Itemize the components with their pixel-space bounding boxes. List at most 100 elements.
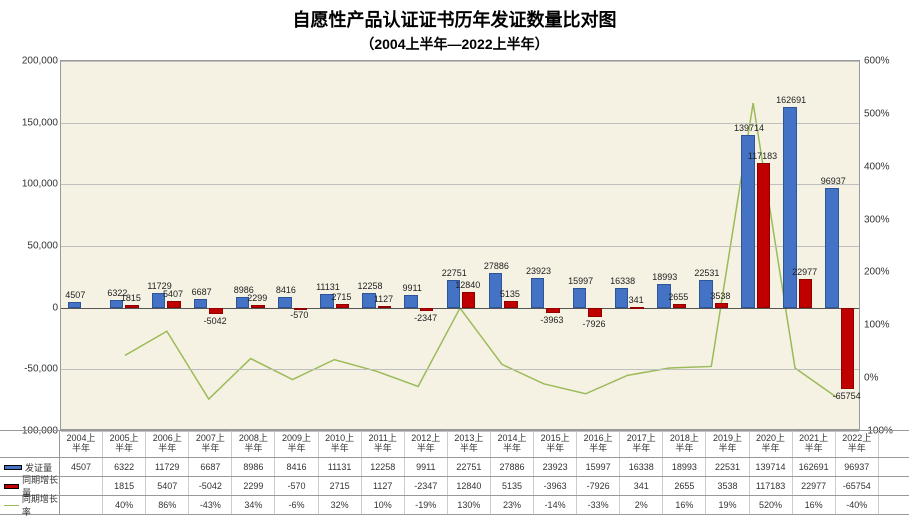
bar-tq xyxy=(588,308,601,318)
bar-tq-label: 5135 xyxy=(500,289,520,299)
table-cell: 16338 xyxy=(620,458,663,476)
bar-tq-label: -65754 xyxy=(833,391,861,401)
bar-tq xyxy=(462,292,475,308)
chart-container: 自愿性产品认证证书历年发证数量比对图 （2004上半年—2022上半年） -10… xyxy=(0,0,909,529)
category-header: 2022上半年 xyxy=(836,431,879,457)
table-cell: 22977 xyxy=(793,477,836,495)
bar-tq-label: 2655 xyxy=(668,292,688,302)
table-cell: 8986 xyxy=(232,458,275,476)
bar-fz xyxy=(825,188,838,308)
bar-tq-label: 2715 xyxy=(331,292,351,302)
bar-fz xyxy=(573,288,586,308)
table-row: 同期增长率40%86%-43%34%-6%32%10%-19%130%23%-1… xyxy=(0,495,909,515)
bar-fz-label: 139714 xyxy=(734,123,764,133)
bar-tq xyxy=(378,306,391,308)
table-cell: 1815 xyxy=(103,477,146,495)
bar-fz xyxy=(404,295,417,307)
y2-tick-label: 300% xyxy=(864,214,904,225)
bar-tq-label: 12840 xyxy=(455,280,480,290)
table-cell: 11131 xyxy=(319,458,362,476)
y1-tick-label: 0 xyxy=(3,302,58,313)
table-header-row: 2004上半年2005上半年2006上半年2007上半年2008上半年2009上… xyxy=(0,430,909,457)
legend-label: 发证量 xyxy=(25,461,52,474)
bar-fz-label: 18993 xyxy=(652,272,677,282)
table-cell: 2299 xyxy=(232,477,275,495)
y2-tick-label: 100% xyxy=(864,320,904,331)
bar-fz-label: 22531 xyxy=(694,268,719,278)
bar-tq xyxy=(209,308,222,314)
plot-area: -100,000-50,000050,000100,000150,000200,… xyxy=(60,60,860,430)
y1-tick-label: 100,000 xyxy=(3,179,58,190)
table-cell: -5042 xyxy=(189,477,232,495)
category-header: 2014上半年 xyxy=(491,431,534,457)
table-cell: -65754 xyxy=(836,477,879,495)
y2-tick-label: 200% xyxy=(864,267,904,278)
table-cell: 117183 xyxy=(750,477,793,495)
table-cell: -2347 xyxy=(405,477,448,495)
table-cell: 18993 xyxy=(663,458,706,476)
category-header: 2021上半年 xyxy=(793,431,836,457)
table-cell: -6% xyxy=(275,496,318,514)
table-cell: -3963 xyxy=(534,477,577,495)
table-cell: 4507 xyxy=(60,458,103,476)
bar-tq xyxy=(546,308,559,313)
table-cell: 22751 xyxy=(448,458,491,476)
table-row: 发证量 4507632211729668789868416111311225899… xyxy=(0,457,909,476)
table-cell: 6322 xyxy=(103,458,146,476)
table-cell: 8416 xyxy=(275,458,318,476)
table-cell: 5407 xyxy=(146,477,189,495)
bar-fz xyxy=(615,288,628,308)
bar-fz-label: 15997 xyxy=(568,276,593,286)
category-header: 2006上半年 xyxy=(146,431,189,457)
bar-tq-label: 22977 xyxy=(792,267,817,277)
table-cell: -570 xyxy=(275,477,318,495)
title-area: 自愿性产品认证证书历年发证数量比对图 （2004上半年—2022上半年） xyxy=(0,6,909,54)
table-cell: 6687 xyxy=(189,458,232,476)
bar-tq xyxy=(420,308,433,311)
bar-tq-label: -5042 xyxy=(204,316,227,326)
table-cell: 520% xyxy=(750,496,793,514)
category-header: 2011上半年 xyxy=(362,431,405,457)
category-header: 2013上半年 xyxy=(448,431,491,457)
table-cell: 23% xyxy=(491,496,534,514)
table-cell: 12258 xyxy=(362,458,405,476)
gridline xyxy=(61,246,859,247)
bar-tq xyxy=(630,307,643,309)
table-cell: 15997 xyxy=(577,458,620,476)
table-cell xyxy=(60,477,103,495)
table-cell: 162691 xyxy=(793,458,836,476)
table-cell: -14% xyxy=(534,496,577,514)
table-cell: 40% xyxy=(103,496,146,514)
table-cell: 3538 xyxy=(706,477,749,495)
line-series-svg xyxy=(61,61,859,429)
table-cell: 34% xyxy=(232,496,275,514)
table-cell: 23923 xyxy=(534,458,577,476)
category-header: 2016上半年 xyxy=(577,431,620,457)
legend-label: 同期增长率 xyxy=(22,492,59,518)
bar-tq-label: -570 xyxy=(290,310,308,320)
y2-tick-label: 0% xyxy=(864,373,904,384)
table-cell: -19% xyxy=(405,496,448,514)
chart-subtitle: （2004上半年—2022上半年） xyxy=(0,34,909,54)
y2-tick-label: 500% xyxy=(864,108,904,119)
legend-cell: 同期增长率 xyxy=(0,496,60,514)
legend-cell-blank xyxy=(0,431,60,457)
table-cell: 9911 xyxy=(405,458,448,476)
table-cell: 11729 xyxy=(146,458,189,476)
bar-tq-label: 1815 xyxy=(121,293,141,303)
bar-tq xyxy=(125,305,138,307)
bar-fz-label: 9911 xyxy=(402,283,421,293)
table-cell: -40% xyxy=(836,496,879,514)
bar-tq xyxy=(841,308,854,389)
bar-tq-label: 117183 xyxy=(748,151,777,161)
table-cell: 27886 xyxy=(491,458,534,476)
gridline xyxy=(61,184,859,185)
bar-fz xyxy=(68,302,81,308)
category-header: 2015上半年 xyxy=(534,431,577,457)
bar-tq xyxy=(799,279,812,307)
table-cell: 2% xyxy=(620,496,663,514)
bar-tq-label: -7926 xyxy=(583,319,606,329)
bar-fz xyxy=(783,107,796,308)
category-header: 2018上半年 xyxy=(663,431,706,457)
table-row: 同期增长量18155407-50422299-57027151127-23471… xyxy=(0,476,909,495)
